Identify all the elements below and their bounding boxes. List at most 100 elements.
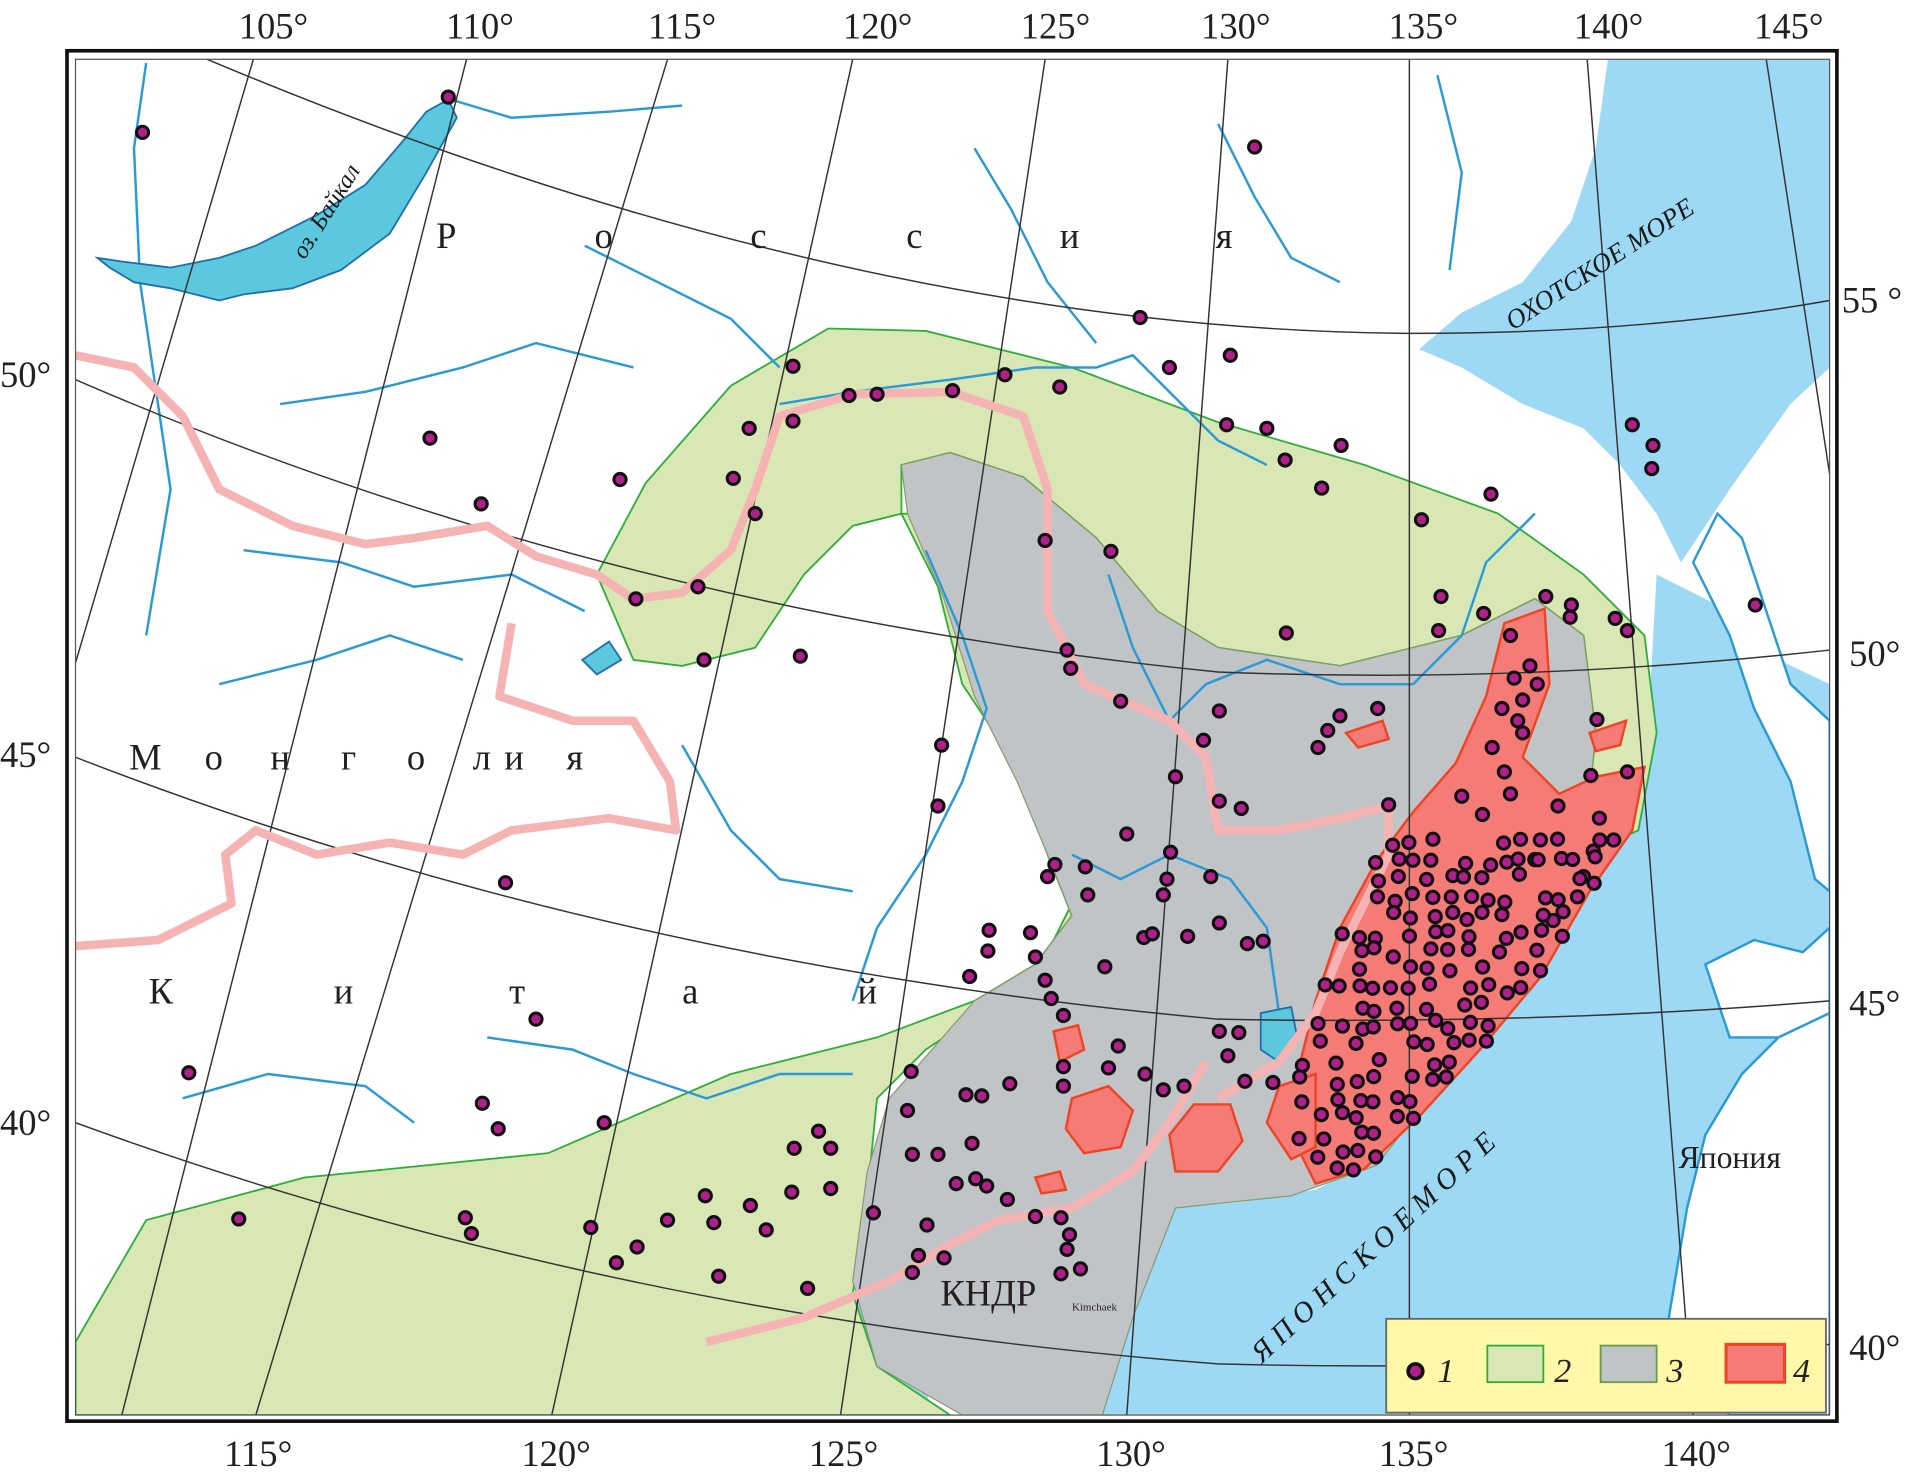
lon-label-top: 110° — [446, 6, 514, 47]
site-point — [725, 470, 741, 486]
russia-label: и — [1060, 215, 1080, 256]
legend-green-symbol — [1486, 1344, 1545, 1384]
zone-4-patch — [1052, 1023, 1086, 1064]
lat-label-right: 45° — [1849, 983, 1900, 1024]
zone-4-patch — [1064, 1084, 1135, 1155]
lat-label-left: 40° — [0, 1102, 51, 1143]
site-point — [1055, 1078, 1072, 1094]
site-point — [1345, 1162, 1362, 1178]
site-point — [1569, 889, 1586, 905]
site-point — [1317, 977, 1333, 993]
site-point — [1532, 832, 1548, 848]
site-point — [1476, 605, 1492, 622]
site-point — [1292, 1069, 1308, 1085]
site-point — [980, 943, 996, 959]
site-point — [944, 383, 961, 399]
site-point — [962, 968, 978, 985]
site-point — [1537, 890, 1554, 906]
site-point — [1043, 990, 1059, 1007]
site-point — [1483, 486, 1499, 502]
city-label-kimchaek: Kimchaek — [1072, 1301, 1118, 1313]
site-point — [1423, 941, 1439, 957]
site-point — [1400, 980, 1416, 996]
lon-label-bottom: 125° — [809, 1433, 878, 1474]
site-point — [1335, 1144, 1351, 1160]
site-point — [785, 358, 801, 374]
site-point — [1386, 904, 1402, 921]
site-point — [1619, 622, 1636, 639]
site-point — [799, 1280, 816, 1296]
site-point — [999, 1191, 1015, 1208]
site-point — [1529, 942, 1545, 958]
site-point — [1401, 834, 1417, 851]
site-point — [1237, 1073, 1253, 1089]
site-point — [1110, 1038, 1126, 1054]
site-point — [1462, 1014, 1478, 1031]
site-point — [1475, 959, 1491, 975]
zone-4-patch — [1168, 1103, 1244, 1173]
sakhalin-land — [1691, 511, 1830, 893]
site-point — [1113, 693, 1129, 709]
site-point — [1494, 700, 1510, 717]
site-point — [1211, 793, 1227, 809]
lon-label-top: 125° — [1021, 6, 1090, 47]
site-point — [1219, 417, 1235, 433]
site-point — [1239, 936, 1255, 952]
lon-label-top: 120° — [843, 6, 912, 47]
legend-label-2: 2 — [1554, 1353, 1571, 1390]
site-point — [1366, 1069, 1382, 1085]
site-point — [1119, 826, 1135, 842]
site-point — [463, 1225, 480, 1242]
site-point — [1404, 1068, 1420, 1084]
site-point — [1351, 961, 1368, 977]
site-point — [903, 1063, 919, 1080]
site-point — [1368, 1149, 1384, 1165]
site-point — [1515, 692, 1531, 708]
site-point — [1538, 588, 1554, 605]
site-point — [1055, 1007, 1072, 1024]
site-point — [1433, 588, 1449, 605]
site-point — [1370, 873, 1387, 889]
site-point — [1247, 139, 1263, 155]
site-point — [1645, 437, 1661, 454]
site-point — [1404, 886, 1420, 902]
site-point — [1349, 1073, 1365, 1090]
site-point — [1220, 1048, 1236, 1064]
site-point — [1402, 959, 1419, 975]
site-point — [1747, 597, 1763, 613]
site-point — [1591, 810, 1607, 826]
site-point — [1440, 942, 1456, 958]
site-point — [1259, 420, 1275, 436]
lake-hulun — [580, 640, 623, 676]
lat-label-right: 50° — [1849, 633, 1900, 674]
site-point — [474, 1095, 490, 1111]
site-point — [1463, 980, 1479, 996]
site-point — [1037, 532, 1053, 549]
site-point — [1100, 1060, 1117, 1076]
site-point — [1502, 786, 1519, 802]
site-point — [1535, 907, 1551, 923]
site-point — [1278, 625, 1294, 641]
site-point — [1366, 940, 1382, 956]
site-point — [1555, 904, 1571, 920]
site-point — [1441, 1054, 1457, 1070]
site-point — [1460, 941, 1477, 958]
lat-label-left: 45° — [0, 734, 51, 775]
site-point — [784, 1184, 800, 1200]
site-point — [1427, 908, 1443, 925]
site-point — [1072, 1261, 1089, 1277]
site-point — [1370, 700, 1386, 717]
site-point — [1334, 926, 1350, 942]
site-point — [1255, 933, 1271, 949]
site-point — [1047, 856, 1063, 873]
site-point — [596, 1115, 612, 1131]
site-point — [1053, 1210, 1069, 1226]
site-point — [1484, 739, 1500, 756]
site-point — [1457, 997, 1473, 1013]
site-point — [810, 1123, 827, 1139]
site-point — [1513, 979, 1529, 996]
lon-label-top: 135° — [1389, 6, 1458, 47]
site-point — [696, 652, 712, 668]
site-point — [1351, 930, 1368, 946]
site-point — [134, 124, 151, 140]
